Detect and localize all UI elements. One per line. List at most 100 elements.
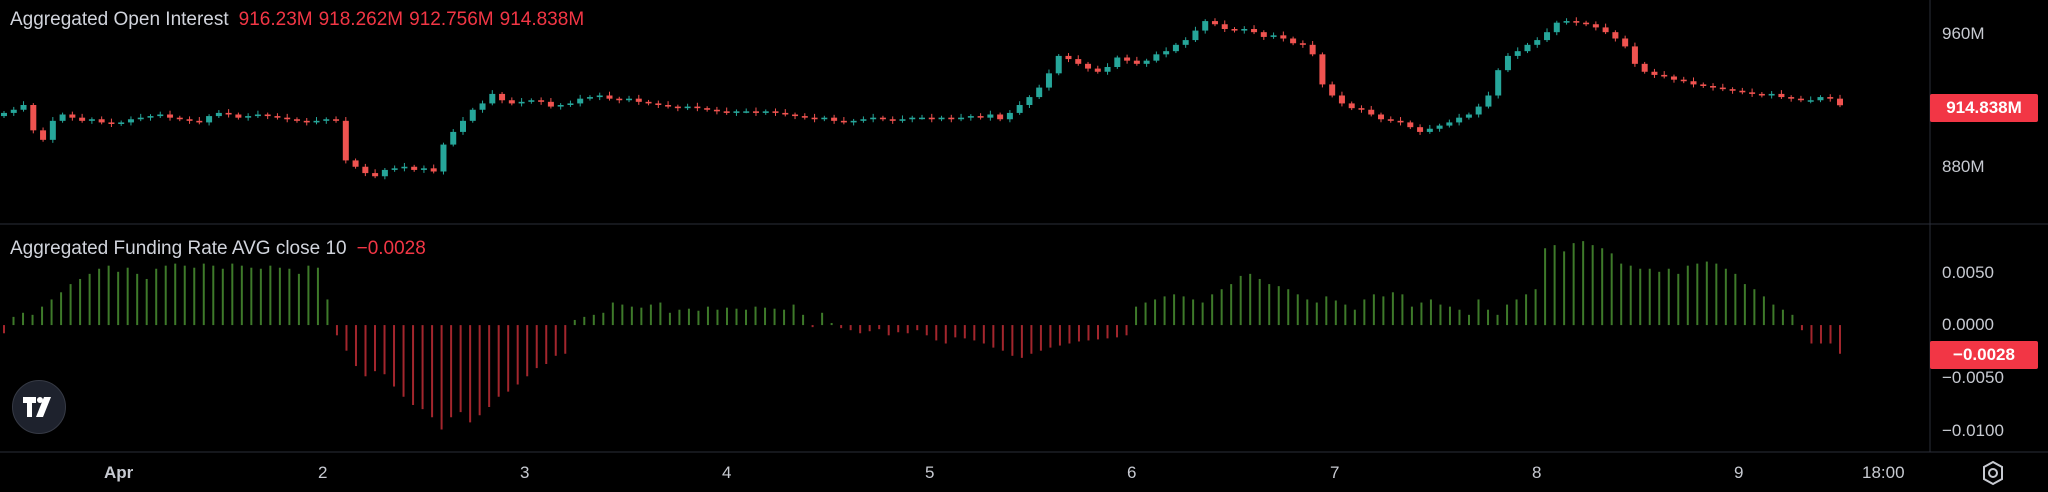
oi-candle-body xyxy=(1133,60,1140,64)
funding-legend: Aggregated Funding Rate AVG close 10 −0.… xyxy=(10,238,426,260)
oi-candle-body xyxy=(1231,29,1238,31)
x-tick-7: 7 xyxy=(1330,463,1340,482)
oi-candle-body xyxy=(1788,97,1795,99)
oi-candle-body xyxy=(743,111,750,113)
funding-value: −0.0028 xyxy=(356,238,426,259)
oi-candle-body xyxy=(1055,55,1062,74)
oi-candle-body xyxy=(1583,22,1590,25)
oi-candle-body xyxy=(20,105,27,110)
oi-candle-body xyxy=(1309,44,1316,55)
oi-candle-body xyxy=(10,109,17,113)
oi-candle-body xyxy=(1006,112,1013,120)
oi-candle-body xyxy=(196,120,203,123)
tradingview-logo-glyph xyxy=(23,397,51,417)
oi-candle-body xyxy=(1094,68,1101,72)
open-interest-legend: Aggregated Open Interest 916.23M 918.262… xyxy=(10,9,584,31)
oi-candle-body xyxy=(616,98,623,101)
oi-candle-body xyxy=(1602,27,1609,33)
oi-candle-body xyxy=(1768,93,1775,96)
oi-candle-body xyxy=(684,106,691,109)
oi-candle-body xyxy=(1778,93,1785,98)
oi-candle-body xyxy=(333,119,340,121)
oi-price-tag: 914.838M xyxy=(1930,94,2038,122)
oi-candle-body xyxy=(801,116,808,118)
oi-candle-body xyxy=(987,114,994,118)
oi-candle-body xyxy=(1514,51,1521,56)
oi-candle-body xyxy=(557,105,564,107)
oi-candle-body xyxy=(821,117,828,120)
oi-candle-body xyxy=(1729,89,1736,91)
oi-candle-body xyxy=(645,101,652,104)
oi-candle-body xyxy=(948,117,955,120)
oi-candle-body xyxy=(1641,63,1648,72)
funding-y-tick-neg0100: −0.0100 xyxy=(1942,421,2004,440)
oi-candle-body xyxy=(137,117,144,120)
x-tick-apr: Apr xyxy=(104,463,134,482)
oi-candle-body xyxy=(977,116,984,118)
oi-candle-body xyxy=(1397,120,1404,123)
x-tick-5: 5 xyxy=(925,463,935,482)
x-tick-1800: 18:00 xyxy=(1862,463,1905,482)
oi-candle-body xyxy=(1163,51,1170,55)
oi-candle-body xyxy=(1104,67,1111,72)
oi-candle-body xyxy=(30,105,37,131)
oi-candle-body xyxy=(293,119,300,121)
x-tick-9: 9 xyxy=(1734,463,1744,482)
oi-candle-body xyxy=(1280,35,1287,39)
oi-candle-body xyxy=(59,114,66,121)
oi-candle-body xyxy=(1524,44,1531,52)
oi-candle-body xyxy=(860,119,867,121)
oi-candle-body xyxy=(752,111,759,113)
oi-candle-body xyxy=(420,168,427,170)
oi-candle-body xyxy=(489,93,496,104)
oi-candle-body xyxy=(518,101,525,104)
oi-candle-body xyxy=(362,166,369,174)
oi-candle-body xyxy=(1124,57,1131,61)
funding-price-tag: −0.0028 xyxy=(1930,341,2038,369)
oi-candle-body xyxy=(1251,29,1258,33)
x-tick-6: 6 xyxy=(1127,463,1137,482)
oi-candle-body xyxy=(479,103,486,110)
x-tick-3: 3 xyxy=(520,463,530,482)
oi-candle-body xyxy=(1446,122,1453,126)
x-tick-8: 8 xyxy=(1532,463,1542,482)
oi-candle-body xyxy=(1182,40,1189,45)
oi-candle-body xyxy=(1739,90,1746,93)
oi-candle-body xyxy=(606,95,613,99)
oi-candle-body xyxy=(1690,81,1697,85)
oi-candle-body xyxy=(1719,87,1726,90)
oi-candle-body xyxy=(1045,73,1052,88)
oi-candle-body xyxy=(733,111,740,113)
oi-candle-body xyxy=(342,120,349,161)
oi-candle-body xyxy=(1085,63,1092,69)
oi-candle-body xyxy=(284,117,291,120)
oi-candle-body xyxy=(1299,43,1306,45)
oi-candle-body xyxy=(215,112,222,117)
oi-candle-body xyxy=(772,111,779,113)
oi-candle-body xyxy=(1143,60,1150,64)
oi-candle-body xyxy=(528,100,535,102)
oi-candle-body xyxy=(1827,97,1834,99)
oi-candle-body xyxy=(1749,92,1756,94)
oi-candle-body xyxy=(1456,117,1463,123)
oi-y-tick-960: 960M xyxy=(1942,24,1985,43)
oi-candle-body xyxy=(1807,100,1814,102)
oi-candle-body xyxy=(1837,98,1843,106)
grid-lines xyxy=(0,0,2048,453)
oi-candle-body xyxy=(1553,22,1560,33)
funding-y-tick-neg0050: −0.0050 xyxy=(1942,368,2004,387)
oi-candle-body xyxy=(1065,55,1072,60)
oi-candle-body xyxy=(889,119,896,121)
oi-candle-body xyxy=(997,114,1004,120)
oi-candle-body xyxy=(1329,84,1336,96)
gear-icon[interactable] xyxy=(1980,460,2006,486)
oi-candle-body xyxy=(1338,95,1345,104)
open-interest-title: Aggregated Open Interest xyxy=(10,9,229,30)
tradingview-logo-icon[interactable] xyxy=(12,380,66,434)
oi-candle-body xyxy=(831,117,838,121)
oi-candle-body xyxy=(440,144,447,172)
oi-candle-body xyxy=(1661,74,1668,77)
oi-candle-body xyxy=(391,168,398,170)
oi-candle-body xyxy=(1241,29,1248,31)
oi-candle-body xyxy=(879,117,886,120)
